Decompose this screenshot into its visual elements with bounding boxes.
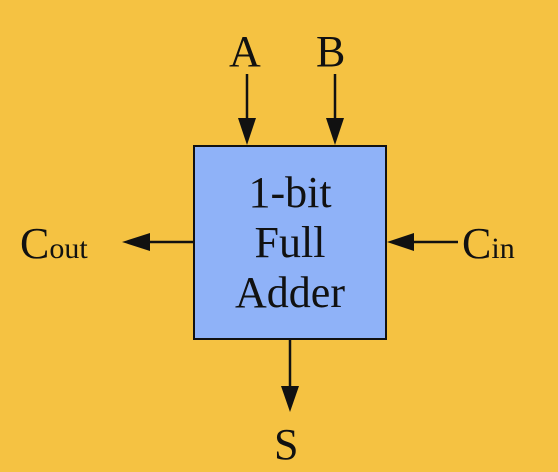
output-s-arrow bbox=[281, 340, 299, 412]
output-cout-label: Cout bbox=[20, 222, 88, 271]
output-s-label: S bbox=[274, 420, 299, 469]
output-cout-arrow bbox=[122, 233, 193, 251]
input-b-label: B bbox=[316, 27, 346, 76]
cout-subscript: out bbox=[49, 232, 88, 265]
block-label-line-1: 1-bit bbox=[248, 167, 332, 217]
cin-main-text: C bbox=[462, 219, 492, 268]
block-label-line-2: Full bbox=[254, 217, 326, 267]
cout-main-text: C bbox=[20, 219, 50, 268]
input-cin-arrow bbox=[387, 233, 458, 251]
cin-subscript: in bbox=[491, 232, 515, 265]
block-label-line-3: Adder bbox=[235, 267, 345, 317]
input-a-label: A bbox=[229, 27, 261, 76]
input-cin-label: Cin bbox=[462, 222, 515, 271]
input-b-arrow bbox=[326, 74, 344, 145]
input-a-arrow bbox=[238, 74, 256, 145]
full-adder-block: 1-bit Full Adder bbox=[193, 145, 387, 340]
